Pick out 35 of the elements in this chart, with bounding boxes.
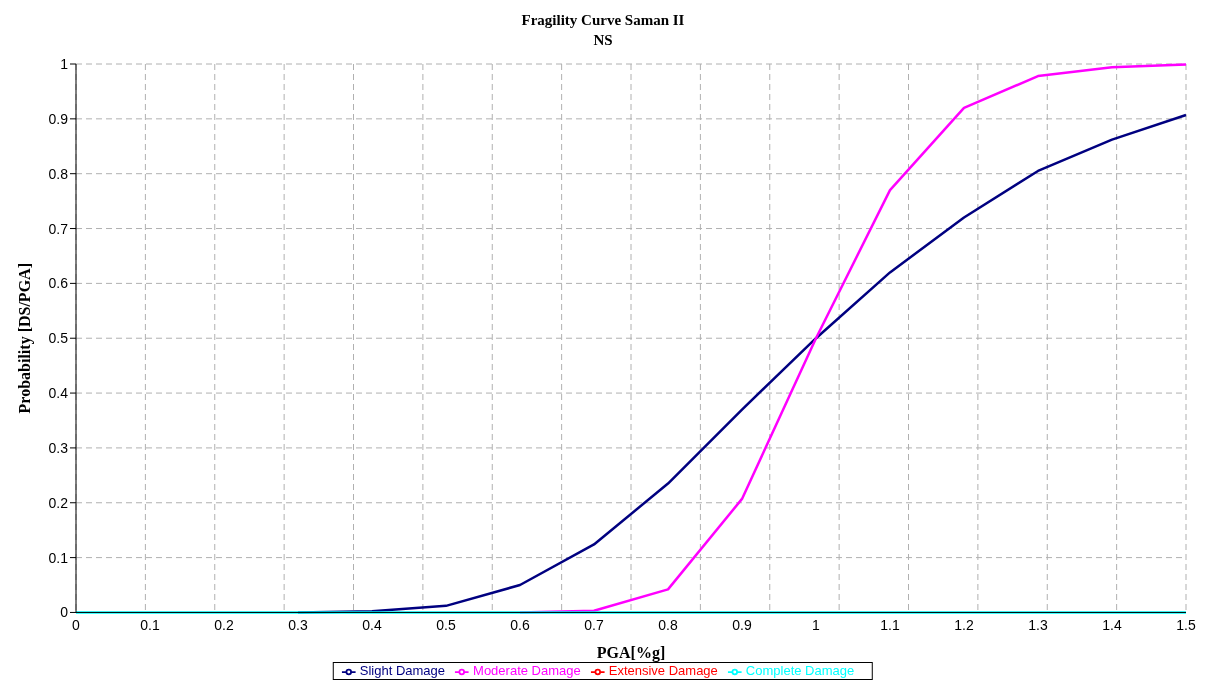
y-tick-label: 0.3 [48,439,69,456]
x-tick-label: 1.1 [880,617,900,634]
y-tick-label: 0.4 [48,385,69,402]
x-tick-label: 1.3 [1028,617,1048,634]
y-tick-label: 0.2 [48,494,69,511]
x-tick-label: 0.1 [140,617,160,634]
y-tick-label: 0.8 [48,165,69,182]
x-tick-label: 0 [72,617,81,634]
y-tick-label: 0.6 [48,275,69,292]
x-tick-label: 1.5 [1176,617,1196,634]
x-tick-label: 0.3 [288,617,308,634]
x-tick-label: 0.4 [362,617,382,634]
y-tick-label: 0.5 [48,330,69,347]
y-tick-label: 0.9 [48,110,69,127]
legend-label: Moderate Damage [473,663,581,679]
x-tick-label: 0.2 [214,617,234,634]
y-tick-label: 0.1 [48,549,69,566]
chart-subtitle: NS [592,31,614,50]
y-tick-label: 0 [60,604,69,621]
chart-title: Fragility Curve Saman II [520,11,686,30]
x-axis-title: PGA[%g] [596,644,666,663]
x-tick-label: 0.5 [436,617,456,634]
x-tick-label: 1.2 [954,617,974,634]
x-tick-label: 0.9 [732,617,752,634]
y-axis-title: Probability [DS/PGA] [15,263,34,414]
x-tick-label: 0.7 [584,617,604,634]
x-tick-label: 0.6 [510,617,530,634]
y-tick-label: 0.7 [48,220,69,237]
legend-label: Complete Damage [745,663,855,679]
legend-label: Extensive Damage [608,663,718,679]
x-tick-label: 0.8 [658,617,678,634]
y-tick-label: 1 [60,55,69,72]
x-tick-label: 1.4 [1102,617,1122,634]
legend-label: Slight Damage [359,663,446,679]
x-tick-label: 1 [812,617,821,634]
